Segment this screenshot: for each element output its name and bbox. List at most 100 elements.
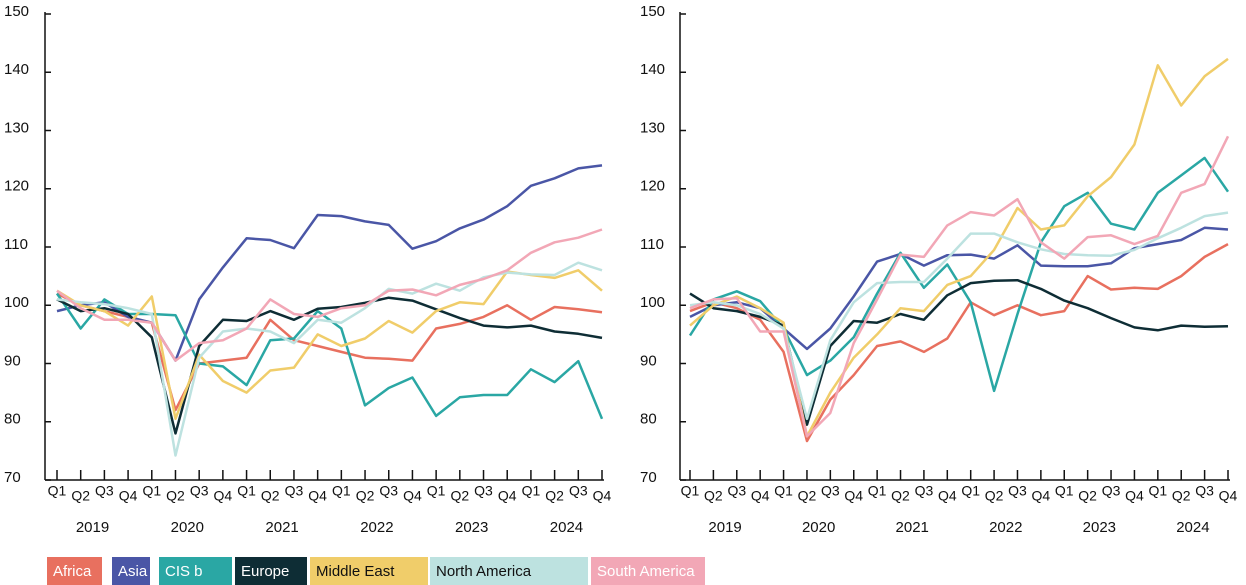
x-tick-label: Q3 (95, 483, 114, 499)
y-tick-label: 130 (640, 119, 665, 136)
series-line (56, 164, 603, 362)
legend-label: CIS b (165, 563, 203, 580)
x-tick-label: Q4 (751, 488, 770, 504)
x-tick-label: Q1 (774, 483, 793, 499)
legend-swatch (159, 557, 232, 585)
x-tick-label: Q4 (593, 488, 612, 504)
x-tick-label: Q2 (545, 488, 564, 504)
x-tick-label: Q3 (285, 483, 304, 499)
x-tick-label: Q4 (119, 488, 138, 504)
x-tick-label: Q3 (1195, 483, 1214, 499)
x-tick-label: Q1 (48, 483, 67, 499)
y-tick-label: 70 (4, 469, 21, 486)
x-tick-label: Q3 (821, 483, 840, 499)
series-line (689, 211, 1229, 421)
x-tick-label: Q2 (450, 488, 469, 504)
x-tick-label: Q4 (844, 488, 863, 504)
y-tick-label: 150 (640, 3, 665, 20)
x-tick-label: Q2 (891, 488, 910, 504)
year-label: 2020 (802, 519, 835, 536)
x-tick-label: Q2 (356, 488, 375, 504)
x-tick-label: Q1 (332, 483, 351, 499)
series-line (56, 269, 603, 421)
legend-swatch (591, 557, 705, 585)
legend-label: Middle East (316, 563, 395, 580)
legend-label: Asia (118, 563, 148, 580)
x-tick-label: Q1 (142, 483, 161, 499)
year-label: 2023 (1083, 519, 1116, 536)
year-label: 2022 (360, 519, 393, 536)
y-tick-label: 80 (640, 411, 657, 428)
x-tick-label: Q2 (1078, 488, 1097, 504)
y-tick-label: 100 (640, 294, 665, 311)
x-tick-label: Q1 (961, 483, 980, 499)
x-tick-label: Q1 (1055, 483, 1074, 499)
legend-label: North America (436, 563, 532, 580)
series-line (56, 261, 603, 457)
x-tick-label: Q2 (985, 488, 1004, 504)
y-tick-label: 100 (4, 294, 29, 311)
year-label: 2024 (550, 519, 583, 536)
legend-label: South America (597, 563, 695, 580)
y-tick-label: 140 (640, 61, 665, 78)
x-tick-label: Q1 (1148, 483, 1167, 499)
x-tick-label: Q1 (868, 483, 887, 499)
x-tick-label: Q2 (704, 488, 723, 504)
y-tick-label: 120 (4, 178, 29, 195)
x-tick-label: Q4 (1032, 488, 1051, 504)
y-tick-label: 140 (4, 61, 29, 78)
x-tick-label: Q3 (1008, 483, 1027, 499)
year-label: 2022 (989, 519, 1022, 536)
x-tick-label: Q3 (1102, 483, 1121, 499)
year-label: 2020 (171, 519, 204, 536)
y-tick-label: 70 (640, 469, 657, 486)
x-tick-label: Q1 (681, 483, 700, 499)
series-line (689, 243, 1229, 443)
x-tick-label: Q3 (915, 483, 934, 499)
year-label: 2019 (708, 519, 741, 536)
series-line (689, 278, 1229, 426)
x-tick-label: Q4 (938, 488, 957, 504)
x-tick-label: Q1 (427, 483, 446, 499)
legend-label: Africa (53, 563, 92, 580)
x-tick-label: Q4 (498, 488, 517, 504)
x-tick-label: Q4 (214, 488, 233, 504)
year-label: 2023 (455, 519, 488, 536)
legend-swatch (235, 557, 307, 585)
x-tick-label: Q2 (261, 488, 280, 504)
x-tick-label: Q3 (474, 483, 493, 499)
x-tick-label: Q3 (569, 483, 588, 499)
y-tick-label: 90 (640, 352, 657, 369)
y-tick-label: 110 (640, 236, 664, 253)
y-tick-label: 130 (4, 119, 29, 136)
y-tick-label: 110 (4, 236, 28, 253)
legend-swatch (112, 557, 150, 585)
legend-label: Europe (241, 563, 289, 580)
x-tick-label: Q3 (727, 483, 746, 499)
x-tick-label: Q2 (1172, 488, 1191, 504)
y-tick-label: 90 (4, 352, 21, 369)
x-tick-label: Q4 (1125, 488, 1144, 504)
legend-swatch (310, 557, 428, 585)
year-label: 2021 (896, 519, 929, 536)
y-tick-label: 80 (4, 411, 21, 428)
x-tick-label: Q2 (71, 488, 90, 504)
year-label: 2024 (1176, 519, 1209, 536)
year-label: 2019 (76, 519, 109, 536)
legend-swatch (430, 557, 588, 585)
x-tick-label: Q3 (190, 483, 209, 499)
x-tick-label: Q2 (798, 488, 817, 504)
series-line (689, 135, 1230, 438)
x-tick-label: Q3 (379, 483, 398, 499)
series-line (56, 296, 603, 435)
x-tick-label: Q1 (522, 483, 541, 499)
y-tick-label: 150 (4, 3, 29, 20)
x-tick-label: Q4 (1219, 488, 1238, 504)
series-line (688, 156, 1230, 393)
series-line (689, 57, 1229, 438)
legend-swatch (47, 557, 102, 585)
y-tick-label: 120 (640, 178, 665, 195)
x-tick-label: Q2 (166, 488, 185, 504)
x-tick-label: Q4 (403, 488, 422, 504)
